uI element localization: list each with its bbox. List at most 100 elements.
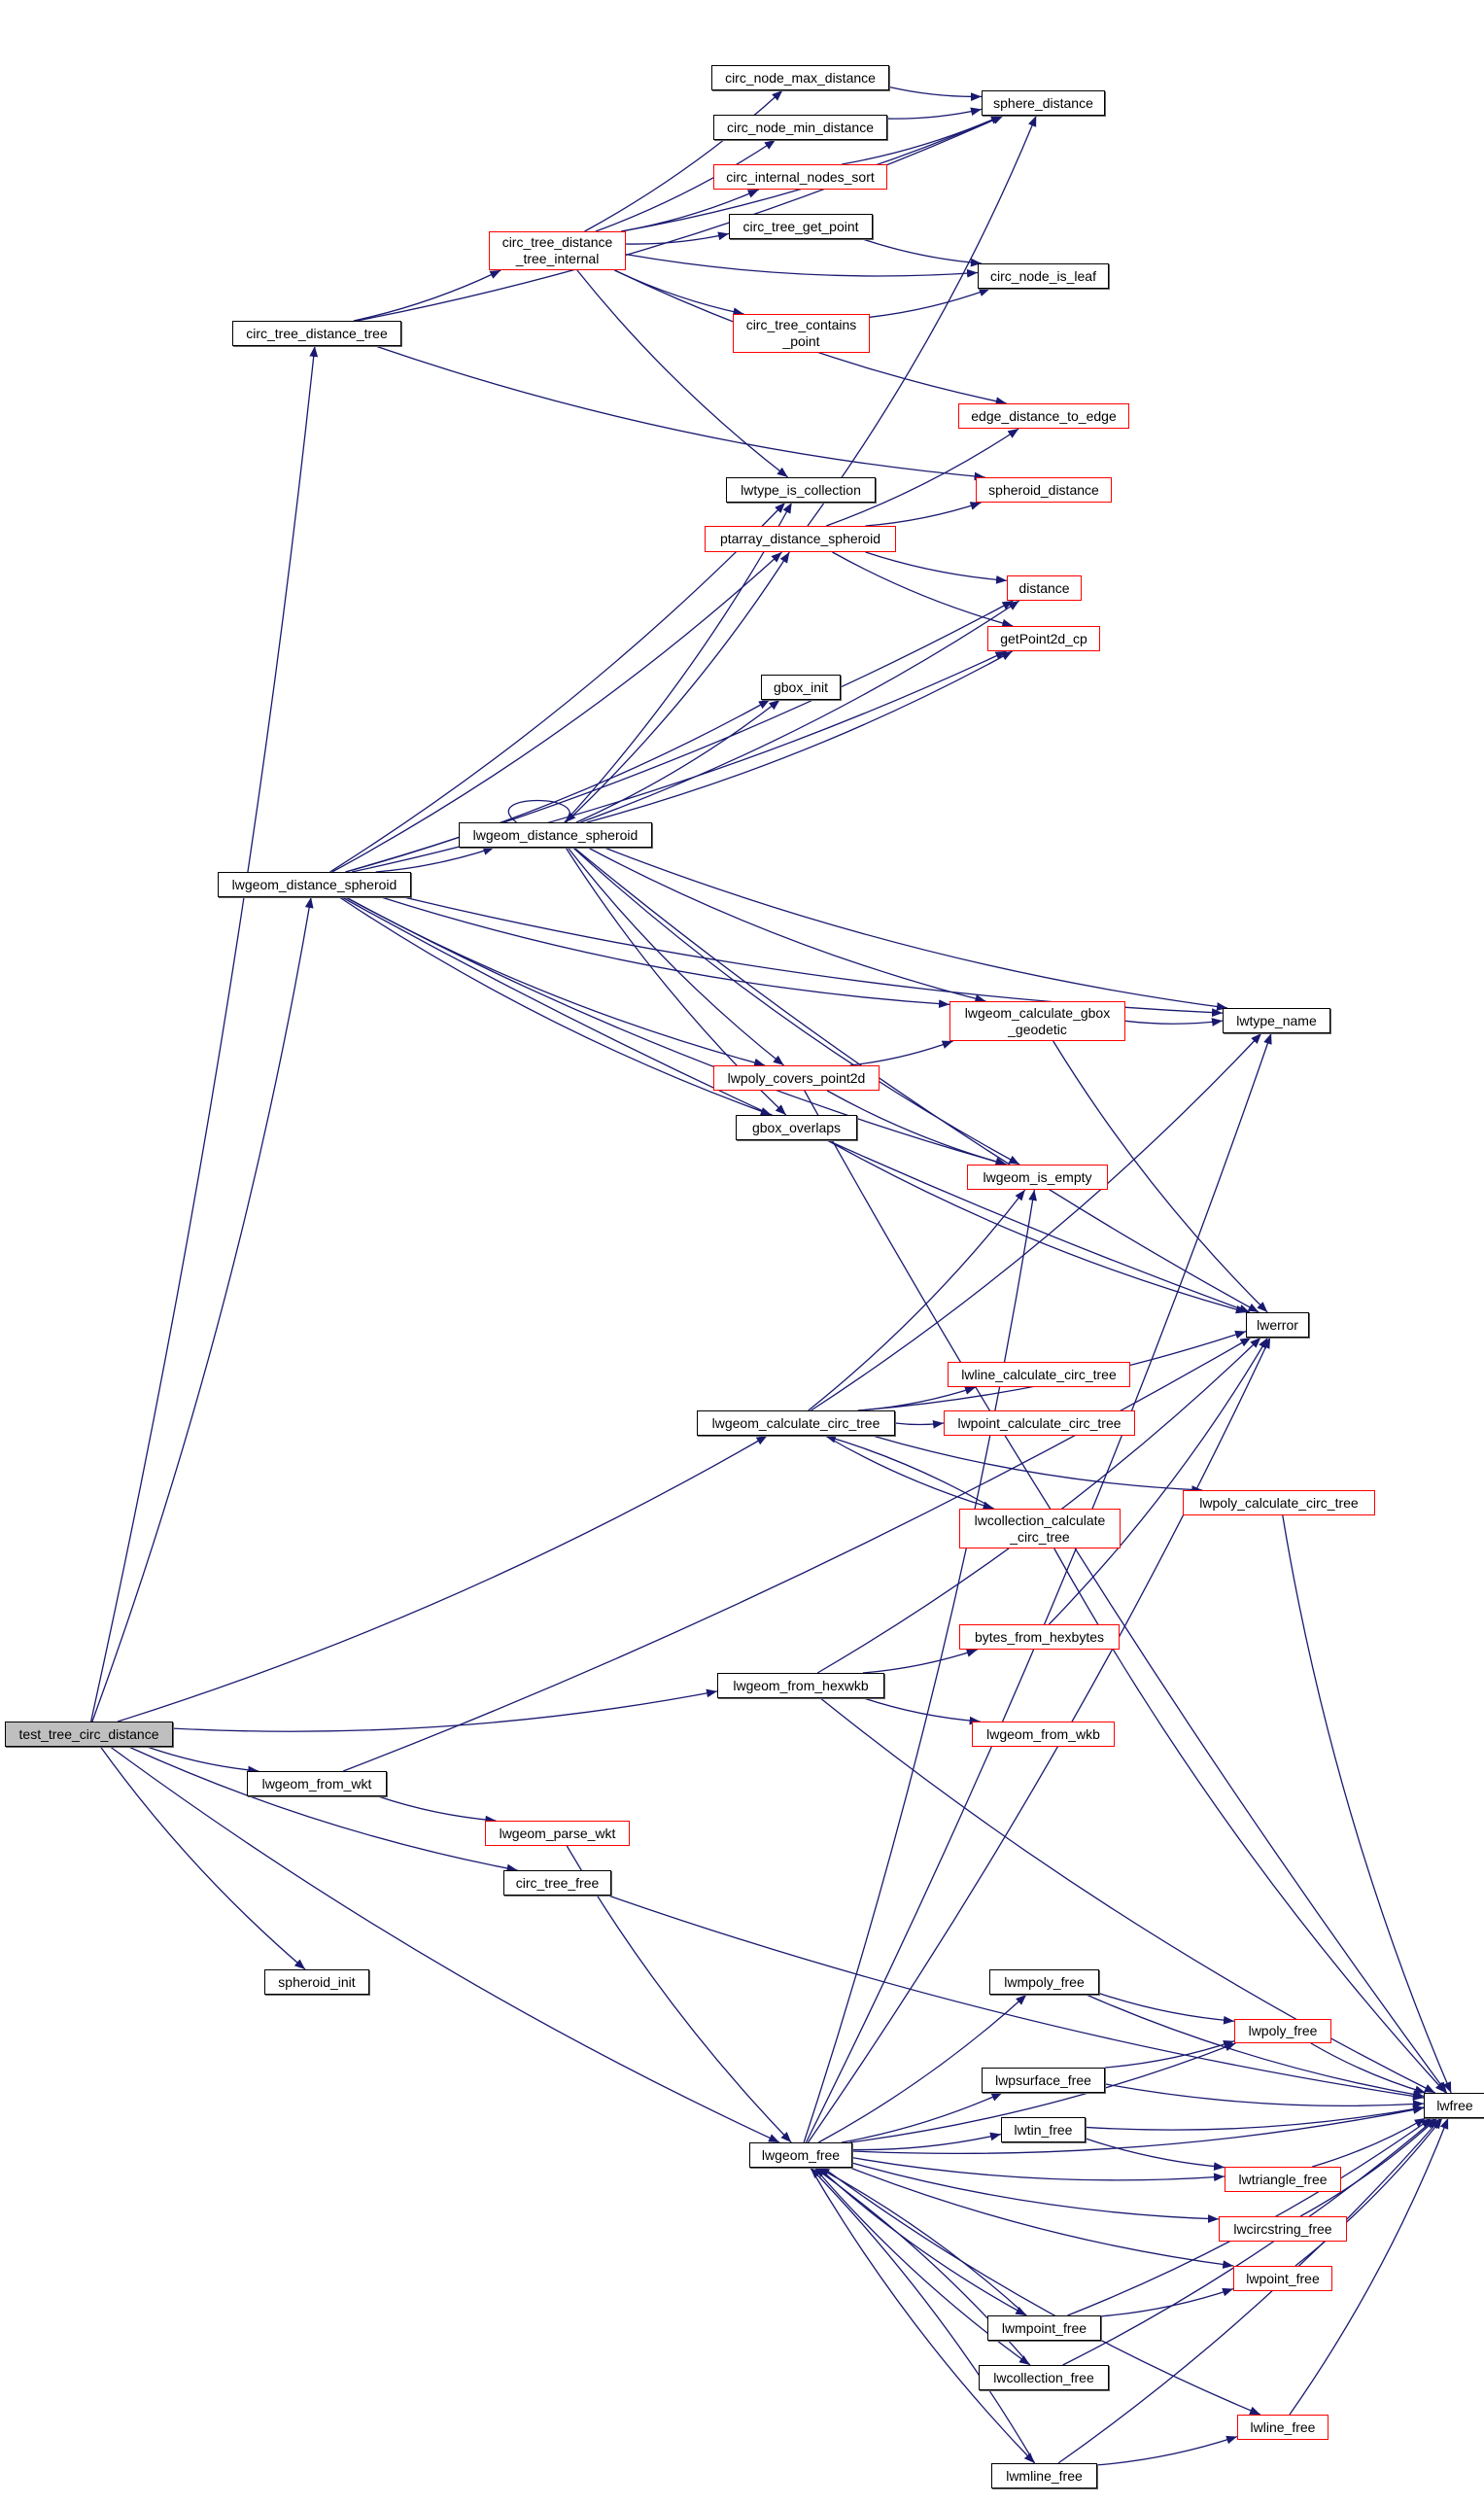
node-spheroid-init[interactable]: spheroid_init (264, 1969, 369, 1995)
node-lwfree[interactable]: lwfree (1424, 2093, 1484, 2118)
node-lwgeom-free[interactable]: lwgeom_free (749, 2142, 852, 2168)
node-circ-tree-contains-point[interactable]: circ_tree_contains _point (733, 314, 870, 353)
node-lwcollection-calculate-circ-tree[interactable]: lwcollection_calculate _circ_tree (959, 1509, 1121, 1548)
node-circ-node-min-distance[interactable]: circ_node_min_distance (713, 115, 887, 140)
node-lwgeom-from-hexwkb[interactable]: lwgeom_from_hexwkb (717, 1673, 884, 1698)
edge-lwgeom-calculate-circ-tree-to-lwpoint-calculate-circ-tree (894, 1419, 945, 1429)
edge-circ-tree-distance-tree-internal-to-circ-tree-get-point (625, 231, 730, 245)
edge-lwgeom-from-wkt-to-lwerror (342, 1337, 1252, 1772)
node-ptarray-distance-spheroid[interactable]: ptarray_distance_spheroid (705, 526, 896, 552)
node-lwmpoint-free[interactable]: lwmpoint_free (987, 2315, 1101, 2341)
node-lwmline-free[interactable]: lwmline_free (991, 2463, 1097, 2488)
edge-lwgeom-free-to-lwfree (851, 2105, 1425, 2155)
edge-lwgeom-distance-spheroid-a-to-getPoint2d-cp (586, 650, 1013, 823)
edge-lwgeom-distance-spheroid-b-to-getPoint2d-cp (351, 650, 1007, 873)
edge-test-tree-circ-distance-to-spheroid-init (99, 1746, 306, 1970)
edge-lwgeom-calculate-circ-tree-to-lwtype-name (811, 1032, 1262, 1411)
edge-lwcircstring-free-to-lwfree (1299, 2117, 1438, 2217)
node-lwgeom-distance-spheroid-a[interactable]: lwgeom_distance_spheroid (459, 822, 652, 848)
node-lwtriangle-free[interactable]: lwtriangle_free (1225, 2167, 1341, 2192)
node-circ-internal-nodes-sort[interactable]: circ_internal_nodes_sort (713, 164, 887, 190)
edge-lwgeom-distance-spheroid-b-to-distance (345, 600, 1014, 873)
node-lwline-free[interactable]: lwline_free (1237, 2415, 1329, 2440)
edge-lwgeom-distance-spheroid-a-to-lwgeom-is-empty (572, 847, 1020, 1166)
edge-lwgeom-free-to-lwgeom-is-empty (803, 1189, 1037, 2143)
edge-lwpoly-calculate-circ-tree-to-lwfree (1282, 1514, 1452, 2094)
node-lwgeom-distance-spheroid-b[interactable]: lwgeom_distance_spheroid (218, 872, 411, 897)
edge-lwmpoly-free-to-lwpoly-free (1098, 1993, 1235, 2025)
node-gbox-init[interactable]: gbox_init (761, 675, 841, 700)
edge-lwgeom-free-to-lwpoint-free (849, 2167, 1234, 2269)
edge-circ-tree-distance-tree-internal-to-circ-node-is-leaf (625, 254, 979, 278)
node-lwpsurface-free[interactable]: lwpsurface_free (982, 2068, 1105, 2093)
edge-bytes-from-hexbytes-to-lwerror (1048, 1337, 1269, 1625)
node-circ-tree-distance-tree[interactable]: circ_tree_distance_tree (232, 321, 401, 346)
edge-lwgeom-distance-spheroid-b-to-lwtype-is-collection (329, 502, 786, 873)
edge-ptarray-distance-spheroid-to-distance (865, 551, 1008, 584)
edge-lwgeom-distance-spheroid-b-to-gbox-overlaps (338, 896, 772, 1116)
node-lwgeom-parse-wkt[interactable]: lwgeom_parse_wkt (485, 1821, 630, 1846)
node-circ-tree-free[interactable]: circ_tree_free (503, 1870, 611, 1896)
edge-test-tree-circ-distance-to-lwgeom-free (110, 1746, 780, 2143)
edge-lwgeom-free-to-lwpsurface-free (842, 2092, 1003, 2143)
node-lwcollection-free[interactable]: lwcollection_free (979, 2365, 1109, 2390)
edge-lwgeom-distance-spheroid-b-to-lwerror (341, 896, 1251, 1313)
edge-lwgeom-from-wkt-to-lwgeom-parse-wkt (377, 1795, 497, 1825)
node-lwpoly-covers-point2d[interactable]: lwpoly_covers_point2d (713, 1065, 880, 1091)
edge-lwgeom-distance-spheroid-b-to-lwpoly-covers-point2d (345, 896, 766, 1067)
edge-lwgeom-free-to-lwcircstring-free (851, 2162, 1220, 2223)
edge-lwpsurface-free-to-lwfree (1104, 2083, 1425, 2109)
node-lwpoint-free[interactable]: lwpoint_free (1233, 2266, 1332, 2291)
node-circ-node-max-distance[interactable]: circ_node_max_distance (711, 65, 889, 90)
edge-lwgeom-calculate-circ-tree-to-lwcollection-calculate-circ-tree (824, 1435, 994, 1511)
edge-test-tree-circ-distance-to-lwgeom-distance-spheroid-b (91, 896, 314, 1722)
edge-lwgeom-calculate-gbox-geodetic-to-lwerror (1053, 1040, 1268, 1313)
edge-lwgeom-free-to-lwmline-free (810, 2167, 1036, 2464)
edge-lwgeom-distance-spheroid-a-to-distance (580, 600, 1020, 823)
node-distance[interactable]: distance (1007, 575, 1082, 601)
node-lwgeom-is-empty[interactable]: lwgeom_is_empty (967, 1165, 1108, 1190)
edge-lwpoly-free-to-lwfree (1310, 2042, 1427, 2095)
node-sphere-distance[interactable]: sphere_distance (982, 90, 1105, 116)
node-spheroid-distance[interactable]: spheroid_distance (976, 477, 1112, 503)
node-lwline-calculate-circ-tree[interactable]: lwline_calculate_circ_tree (948, 1362, 1130, 1387)
node-bytes-from-hexbytes[interactable]: bytes_from_hexbytes (959, 1624, 1120, 1650)
edge-lwgeom-free-to-lwmpoly-free (817, 1994, 1027, 2143)
node-lwpoly-calculate-circ-tree[interactable]: lwpoly_calculate_circ_tree (1183, 1490, 1375, 1515)
node-lwcircstring-free[interactable]: lwcircstring_free (1219, 2216, 1347, 2242)
node-lwtype-name[interactable]: lwtype_name (1223, 1008, 1330, 1033)
node-circ-node-is-leaf[interactable]: circ_node_is_leaf (978, 263, 1109, 289)
node-lwpoint-calculate-circ-tree[interactable]: lwpoint_calculate_circ_tree (944, 1410, 1135, 1436)
node-lwgeom-from-wkb[interactable]: lwgeom_from_wkb (972, 1722, 1115, 1747)
node-circ-tree-distance-tree-internal[interactable]: circ_tree_distance _tree_internal (489, 231, 626, 270)
edge-lwmpoint-free-to-lwgeom-free (817, 2167, 1027, 2316)
node-lwgeom-calculate-gbox-geodetic[interactable]: lwgeom_calculate_gbox _geodetic (949, 1001, 1125, 1041)
edge-lwgeom-distance-spheroid-a-to-lwgeom-distance-spheroid-a (507, 799, 576, 823)
edge-lwgeom-free-to-lwerror (807, 1337, 1271, 2143)
node-lwpoly-free[interactable]: lwpoly_free (1234, 2019, 1331, 2043)
node-getPoint2d-cp[interactable]: getPoint2d_cp (987, 626, 1100, 651)
node-gbox-overlaps[interactable]: gbox_overlaps (736, 1115, 857, 1140)
node-lwmpoly-free[interactable]: lwmpoly_free (989, 1969, 1099, 1995)
node-lwtype-is-collection[interactable]: lwtype_is_collection (726, 477, 876, 503)
edge-lwmpoly-free-to-lwfree (1086, 1994, 1425, 2099)
node-lwerror[interactable]: lwerror (1246, 1312, 1309, 1338)
edge-test-tree-circ-distance-to-circ-tree-free (128, 1746, 518, 1873)
node-edge-distance-to-edge[interactable]: edge_distance_to_edge (958, 403, 1129, 429)
edge-lwgeom-free-to-lwtriangle-free (851, 2157, 1225, 2182)
edge-lwpsurface-free-to-lwpoly-free (1104, 2040, 1235, 2069)
node-lwgeom-from-wkt[interactable]: lwgeom_from_wkt (247, 1771, 387, 1796)
edge-circ-tree-distance-tree-internal-to-lwtype-is-collection (576, 269, 789, 478)
edge-circ-tree-get-point-to-circ-node-is-leaf (862, 238, 982, 267)
edge-lwtin-free-to-lwfree (1085, 2105, 1425, 2131)
edge-lwgeom-free-to-lwcollection-free (813, 2167, 1031, 2366)
edge-circ-tree-distance-tree-to-circ-tree-distance-tree-internal (353, 269, 501, 322)
edge-lwgeom-distance-spheroid-a-to-lwtype-name (604, 847, 1228, 1011)
node-lwgeom-calculate-circ-tree[interactable]: lwgeom_calculate_circ_tree (697, 1410, 895, 1436)
edge-lwmpoint-free-to-lwpoint-free (1100, 2287, 1234, 2317)
node-circ-tree-get-point[interactable]: circ_tree_get_point (729, 214, 873, 239)
node-lwtin-free[interactable]: lwtin_free (1001, 2117, 1086, 2142)
edge-lwgeom-distance-spheroid-a-to-lwpoly-covers-point2d (567, 847, 785, 1066)
edge-lwgeom-from-hexwkb-to-lwfree (819, 1697, 1436, 2094)
